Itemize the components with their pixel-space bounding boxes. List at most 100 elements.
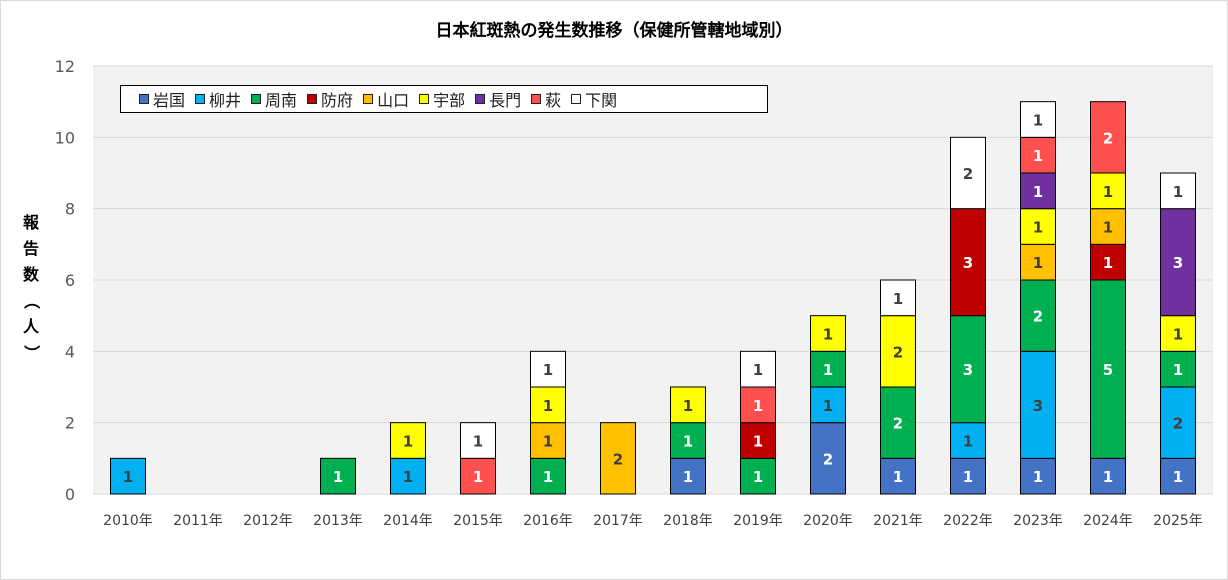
data-label: 1: [1103, 254, 1113, 272]
data-label: 2: [893, 343, 903, 361]
bar-segment: [1090, 457, 1126, 495]
legend-label: 防府: [321, 91, 354, 110]
legend-label: 柳井: [209, 91, 242, 110]
x-tick-label: 2011年: [173, 513, 223, 529]
bar-segment: [880, 279, 916, 317]
data-label: 1: [1033, 254, 1043, 272]
y-axis-label-char: 報: [22, 213, 39, 232]
data-label: 1: [893, 290, 903, 308]
bar-segment: [1160, 386, 1196, 459]
bar-segment: [1090, 243, 1126, 281]
data-label: 1: [403, 433, 413, 451]
bar-segment: [1020, 172, 1056, 210]
bar-segment: [810, 422, 846, 495]
data-label: 1: [403, 468, 413, 486]
data-label: 1: [963, 468, 973, 486]
x-tick-label: 2021年: [873, 513, 923, 529]
data-label: 1: [683, 397, 693, 415]
data-label: 2: [1173, 415, 1183, 433]
legend-swatch: [363, 94, 374, 104]
data-label: 1: [1173, 468, 1183, 486]
data-label: 1: [123, 468, 133, 486]
bar-segment: [1020, 243, 1056, 281]
legend-label: 山口: [377, 91, 410, 110]
legend-label: 下関: [585, 91, 618, 110]
data-label: 2: [1103, 129, 1113, 147]
data-label: 1: [1173, 326, 1183, 344]
bar-segment: [1090, 279, 1126, 459]
data-label: 1: [1033, 112, 1043, 130]
bar-segment: [110, 457, 146, 495]
bar-segment: [1160, 208, 1196, 317]
y-axis-label-char: 人: [22, 317, 39, 336]
legend-swatch: [139, 94, 149, 104]
legend-item: 下関: [571, 87, 617, 111]
bar-segment: [880, 315, 916, 388]
x-tick-label: 2013年: [313, 513, 363, 529]
data-label: 1: [753, 468, 763, 486]
bar-segment: [1160, 457, 1196, 495]
data-label: 2: [1033, 308, 1043, 326]
data-label: 1: [753, 361, 763, 379]
data-label: 2: [893, 415, 903, 433]
bar-segment: [1160, 172, 1196, 210]
y-tick-label: 2: [65, 414, 75, 433]
data-label: 1: [823, 361, 833, 379]
bar-segment: [670, 386, 706, 424]
legend-swatch: [531, 94, 542, 104]
data-label: 1: [543, 468, 553, 486]
y-tick-label: 4: [65, 342, 75, 361]
bar-segment: [320, 457, 356, 495]
bar-segment: [1020, 208, 1056, 245]
legend-swatch: [307, 94, 318, 104]
x-tick-label: 2024年: [1083, 513, 1133, 529]
bar-segment: [530, 350, 566, 388]
legend-swatch: [195, 94, 206, 104]
data-label: 1: [1033, 468, 1043, 486]
bar-segment: [950, 136, 986, 210]
data-label: 1: [473, 433, 483, 451]
bar-segment: [390, 457, 426, 495]
x-tick-label: 2019年: [733, 513, 783, 529]
data-label: 1: [1173, 361, 1183, 379]
legend-item: 周南: [251, 87, 297, 111]
data-label: 1: [823, 326, 833, 344]
data-label: 1: [683, 468, 693, 486]
legend-swatch: [419, 94, 430, 104]
legend-item: 岩国: [139, 87, 185, 111]
bar-segment: [530, 422, 566, 459]
bar-segment: [600, 422, 636, 495]
legend-swatch: [571, 94, 582, 104]
y-axis-label-char: 数: [22, 265, 39, 284]
legend-label: 周南: [265, 91, 298, 110]
chart-title: 日本紅斑熱の発生数推移（保健所管轄地域別）: [435, 21, 793, 41]
bar-segment: [810, 350, 846, 388]
data-label: 1: [333, 468, 343, 486]
y-axis-label-char: 告: [22, 239, 39, 258]
legend-swatch: [475, 94, 486, 104]
data-label: 2: [823, 450, 833, 468]
data-label: 1: [823, 397, 833, 415]
data-label: 1: [543, 361, 553, 379]
bar-segment: [950, 208, 986, 317]
bar-segment: [880, 386, 916, 459]
data-label: 3: [1033, 397, 1043, 415]
y-tick-label: 8: [65, 200, 75, 219]
x-tick-label: 2025年: [1153, 513, 1203, 529]
legend-label: 宇部: [433, 91, 466, 110]
data-label: 1: [1103, 468, 1113, 486]
legend-item: 柳井: [195, 87, 241, 111]
bar-segment: [390, 422, 426, 459]
x-tick-label: 2022年: [943, 513, 993, 529]
legend-item: 宇部: [419, 87, 465, 111]
data-label: 1: [1173, 183, 1183, 201]
legend-item: 山口: [363, 87, 409, 111]
x-tick-label: 2015年: [453, 513, 503, 529]
data-label: 1: [683, 433, 693, 451]
bar-segment: [740, 386, 776, 424]
y-tick-label: 6: [65, 271, 75, 290]
bar-segment: [1020, 279, 1056, 352]
bar-segment: [670, 422, 706, 459]
legend-swatch: [251, 94, 262, 104]
